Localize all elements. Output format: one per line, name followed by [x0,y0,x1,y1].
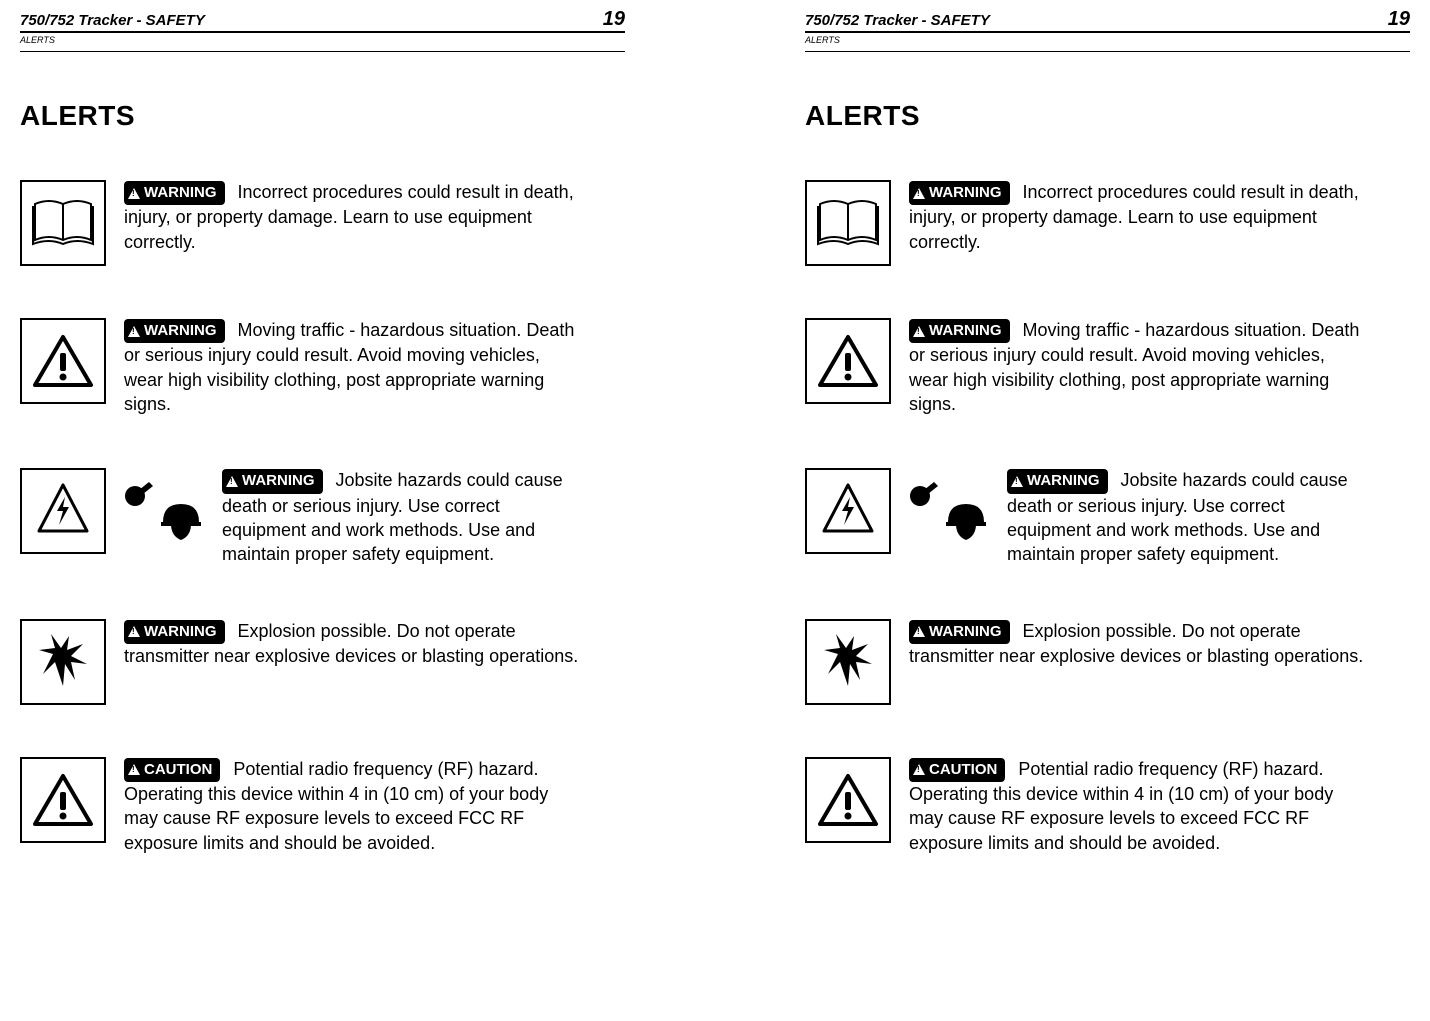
warning-badge: WARNING [909,620,1010,644]
alert-block: WARNING Moving traffic - hazardous situa… [20,318,580,416]
exclamation-triangle-icon [20,757,106,843]
exclamation-triangle-icon [805,318,891,404]
alert-block: WARNING Jobsite hazards could cause deat… [20,468,580,566]
alert-block: CAUTION Potential radio frequency (RF) h… [805,757,1365,855]
section-heading: ALERTS [20,100,625,132]
header-subtitle: ALERTS [805,35,1410,45]
warning-badge: WARNING [909,181,1010,205]
alert-text: WARNING Moving traffic - hazardous situa… [124,318,580,416]
alert-block: WARNING Incorrect procedures could resul… [20,180,580,266]
alert-block: WARNING Explosion possible. Do not opera… [20,619,580,705]
warning-badge: WARNING [124,319,225,343]
warning-badge: WARNING [124,620,225,644]
header-divider [805,51,1410,52]
alert-text: WARNING Incorrect procedures could resul… [909,180,1365,254]
alert-text: WARNING Jobsite hazards could cause deat… [222,468,580,566]
electric-hazard-icon [805,468,891,554]
alert-text: CAUTION Potential radio frequency (RF) h… [124,757,580,855]
alert-text: WARNING Explosion possible. Do not opera… [909,619,1365,669]
header-divider [20,51,625,52]
section-heading: ALERTS [805,100,1410,132]
alert-text: CAUTION Potential radio frequency (RF) h… [909,757,1365,855]
alert-text: WARNING Explosion possible. Do not opera… [124,619,580,669]
electric-hazard-icon [20,468,106,554]
hardhat-hazard-icon [118,468,204,554]
alert-block: CAUTION Potential radio frequency (RF) h… [20,757,580,855]
page-header: 750/752 Tracker - SAFETY 19 [805,8,1410,33]
exclamation-triangle-icon [805,757,891,843]
page-left: 750/752 Tracker - SAFETY 19 ALERTS ALERT… [20,0,625,1021]
page-right: 750/752 Tracker - SAFETY 19 ALERTS ALERT… [805,0,1410,1021]
explosion-icon [805,619,891,705]
alert-block: WARNING Explosion possible. Do not opera… [805,619,1365,705]
book-icon [20,180,106,266]
warning-badge: WARNING [1007,469,1108,493]
header-title: 750/752 Tracker - SAFETY [805,12,990,29]
alert-block: WARNING Incorrect procedures could resul… [805,180,1365,266]
header-page-number: 19 [603,8,625,31]
alert-block: WARNING Jobsite hazards could cause deat… [805,468,1365,566]
header-page-number: 19 [1388,8,1410,31]
hardhat-hazard-icon [903,468,989,554]
alert-text: WARNING Incorrect procedures could resul… [124,180,580,254]
caution-badge: CAUTION [909,758,1005,782]
header-subtitle: ALERTS [20,35,625,45]
warning-badge: WARNING [222,469,323,493]
caution-badge: CAUTION [124,758,220,782]
alert-block: WARNING Moving traffic - hazardous situa… [805,318,1365,416]
warning-badge: WARNING [909,319,1010,343]
alert-text: WARNING Jobsite hazards could cause deat… [1007,468,1365,566]
header-title: 750/752 Tracker - SAFETY [20,12,205,29]
book-icon [805,180,891,266]
warning-badge: WARNING [124,181,225,205]
page-header: 750/752 Tracker - SAFETY 19 [20,8,625,33]
explosion-icon [20,619,106,705]
exclamation-triangle-icon [20,318,106,404]
alert-text: WARNING Moving traffic - hazardous situa… [909,318,1365,416]
